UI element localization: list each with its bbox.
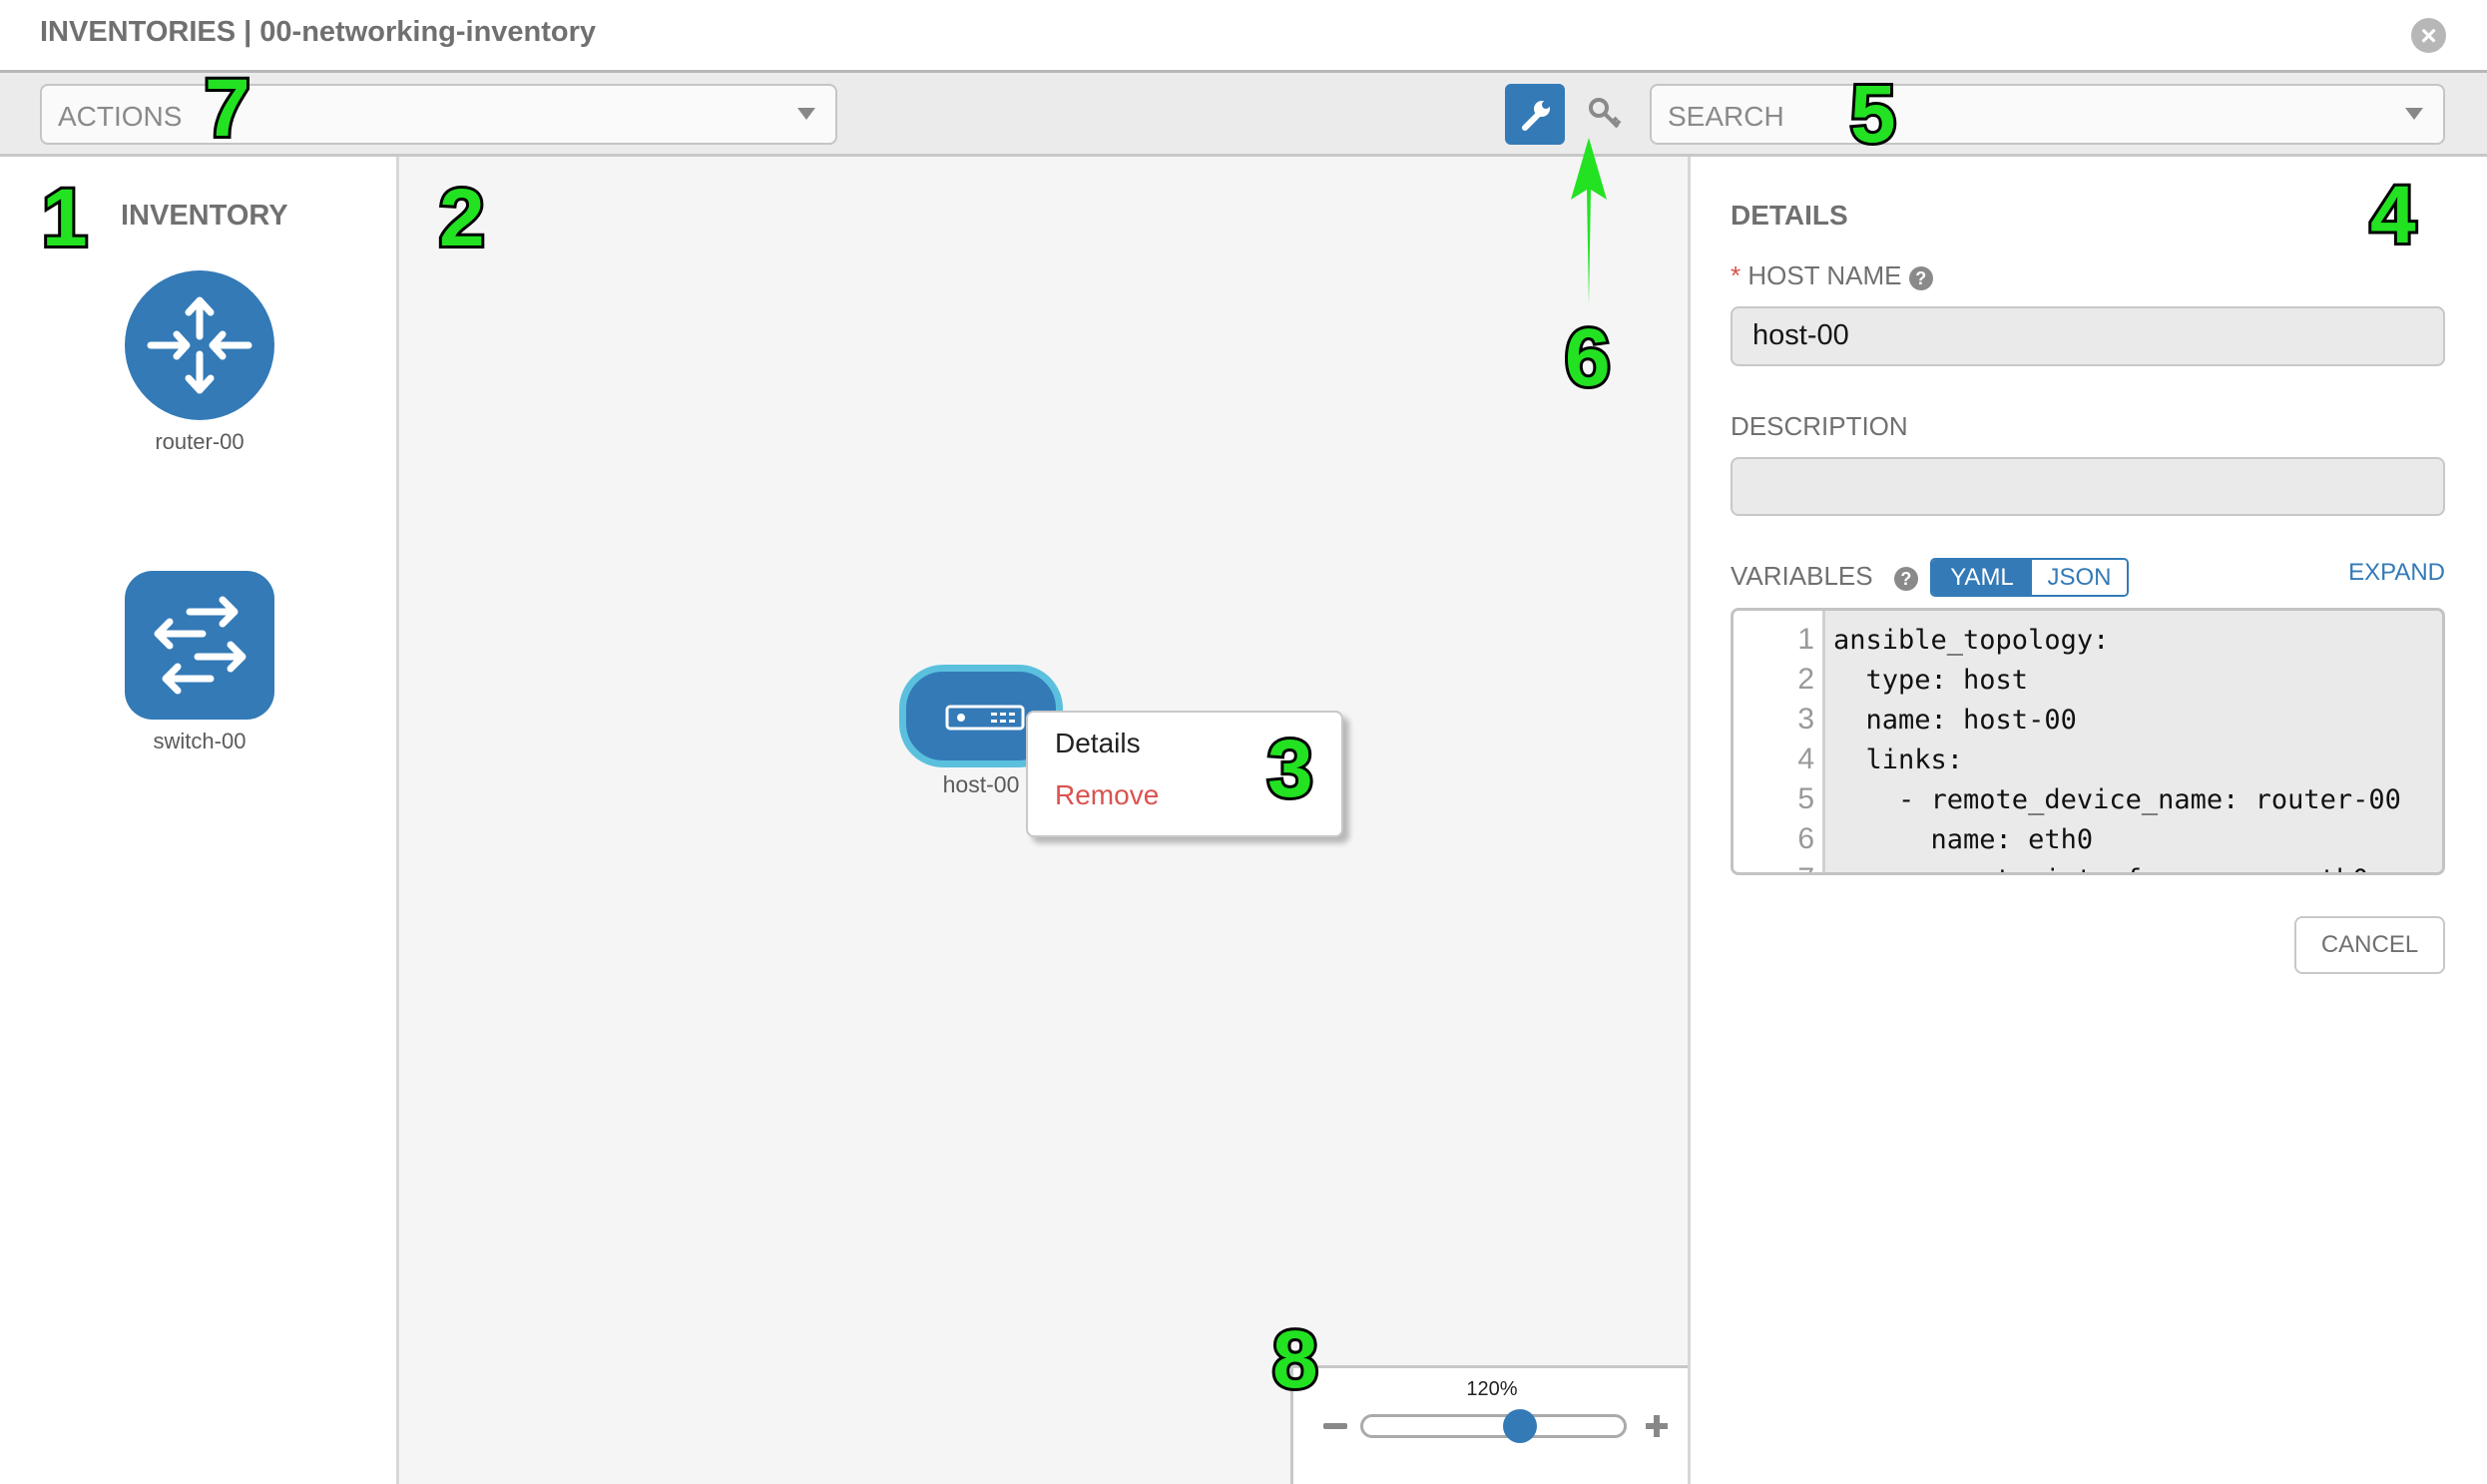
yaml-toggle[interactable]: YAML bbox=[1932, 560, 2032, 595]
annotation-1: 1 bbox=[39, 173, 91, 263]
inventory-heading: INVENTORY bbox=[121, 200, 288, 232]
required-mark: * bbox=[1731, 260, 1741, 290]
details-heading: DETAILS bbox=[1731, 200, 1848, 231]
zoom-control: 120% bbox=[1290, 1365, 1688, 1484]
zoom-level: 120% bbox=[1466, 1378, 1518, 1400]
line-number: 5 bbox=[1797, 782, 1814, 815]
code-line: remote_interface_name: eth0 bbox=[1833, 864, 2369, 872]
host-name-input[interactable]: host-00 bbox=[1731, 306, 2445, 366]
code-line: - remote_device_name: router-00 bbox=[1833, 784, 2401, 815]
host-name-label-text: HOST NAME bbox=[1747, 260, 1902, 290]
router-icon bbox=[147, 296, 252, 394]
chevron-down-icon bbox=[797, 108, 815, 120]
line-number-gutter: 1 2 3 4 5 6 7 bbox=[1734, 611, 1825, 872]
host-icon bbox=[945, 705, 1025, 731]
actions-label: ACTIONS bbox=[58, 101, 183, 132]
line-number: 2 bbox=[1797, 663, 1814, 696]
format-toggle: YAML JSON bbox=[1930, 558, 2129, 597]
line-number: 7 bbox=[1797, 862, 1814, 872]
annotation-2: 2 bbox=[436, 173, 488, 263]
key-mode-button[interactable] bbox=[1587, 96, 1623, 132]
wrench-icon bbox=[1522, 101, 1550, 131]
zoom-slider-knob[interactable] bbox=[1503, 1409, 1538, 1443]
host-name-label: * HOST NAME ? bbox=[1731, 260, 1933, 291]
line-number: 1 bbox=[1797, 623, 1814, 656]
code-line: name: host-00 bbox=[1833, 705, 2077, 736]
json-toggle[interactable]: JSON bbox=[2032, 560, 2127, 595]
code-line: ansible_topology: bbox=[1833, 625, 2110, 656]
line-number: 4 bbox=[1797, 742, 1814, 775]
switch-icon bbox=[154, 596, 247, 695]
code-line: type: host bbox=[1833, 665, 2029, 696]
context-menu: Details Remove bbox=[1026, 711, 1343, 837]
chevron-down-icon bbox=[2405, 108, 2423, 120]
menu-item-remove[interactable]: Remove bbox=[1055, 779, 1160, 810]
annotation-6: 6 bbox=[1562, 312, 1614, 403]
variables-label: VARIABLES ? bbox=[1731, 561, 1918, 592]
description-input[interactable] bbox=[1731, 457, 2445, 516]
annotation-arrow bbox=[1571, 138, 1607, 304]
page-title: INVENTORIES | 00-networking-inventory bbox=[40, 16, 597, 48]
annotation-7: 7 bbox=[202, 63, 253, 154]
switch-label: switch-00 bbox=[153, 729, 247, 753]
annotation-8: 8 bbox=[1269, 1314, 1321, 1405]
switch-device[interactable] bbox=[125, 571, 274, 720]
title-bar: INVENTORIES | 00-networking-inventory × bbox=[0, 0, 2487, 73]
key-icon bbox=[1589, 98, 1622, 129]
variables-code-editor[interactable]: 1 2 3 4 5 6 7 ansible_topology: type: host nam… bbox=[1731, 608, 2445, 875]
variables-label-text: VARIABLES bbox=[1731, 561, 1873, 591]
description-label: DESCRIPTION bbox=[1731, 411, 1908, 441]
toolbar: ACTIONS SEARCH bbox=[0, 73, 2487, 157]
line-number: 3 bbox=[1797, 703, 1814, 736]
search-placeholder: SEARCH bbox=[1668, 101, 1784, 132]
host-label: host-00 bbox=[942, 771, 1020, 797]
code-line: links: bbox=[1833, 744, 1964, 775]
line-number: 6 bbox=[1797, 822, 1814, 855]
annotation-4: 4 bbox=[2367, 170, 2419, 260]
code-line: name: eth0 bbox=[1833, 824, 2094, 855]
menu-item-details[interactable]: Details bbox=[1055, 728, 1141, 758]
annotation-5: 5 bbox=[1847, 69, 1899, 160]
expand-link[interactable]: EXPAND bbox=[2348, 559, 2445, 586]
search-dropdown[interactable]: SEARCH bbox=[1650, 84, 2445, 145]
help-icon[interactable]: ? bbox=[1908, 266, 1933, 290]
close-icon[interactable]: × bbox=[2411, 18, 2446, 53]
inventory-panel: INVENTORY router-00 switch-00 bbox=[0, 157, 399, 1484]
zoom-out-icon[interactable] bbox=[1323, 1423, 1347, 1429]
router-device[interactable] bbox=[125, 270, 274, 420]
zoom-slider-track[interactable] bbox=[1360, 1414, 1627, 1438]
annotation-3: 3 bbox=[1264, 724, 1316, 814]
actions-dropdown[interactable]: ACTIONS bbox=[40, 84, 837, 145]
wrench-mode-button[interactable] bbox=[1505, 84, 1565, 145]
zoom-in-icon[interactable] bbox=[1646, 1415, 1668, 1437]
help-icon[interactable]: ? bbox=[1893, 567, 1918, 591]
router-label: router-00 bbox=[155, 429, 245, 454]
cancel-button[interactable]: CANCEL bbox=[2294, 916, 2445, 974]
